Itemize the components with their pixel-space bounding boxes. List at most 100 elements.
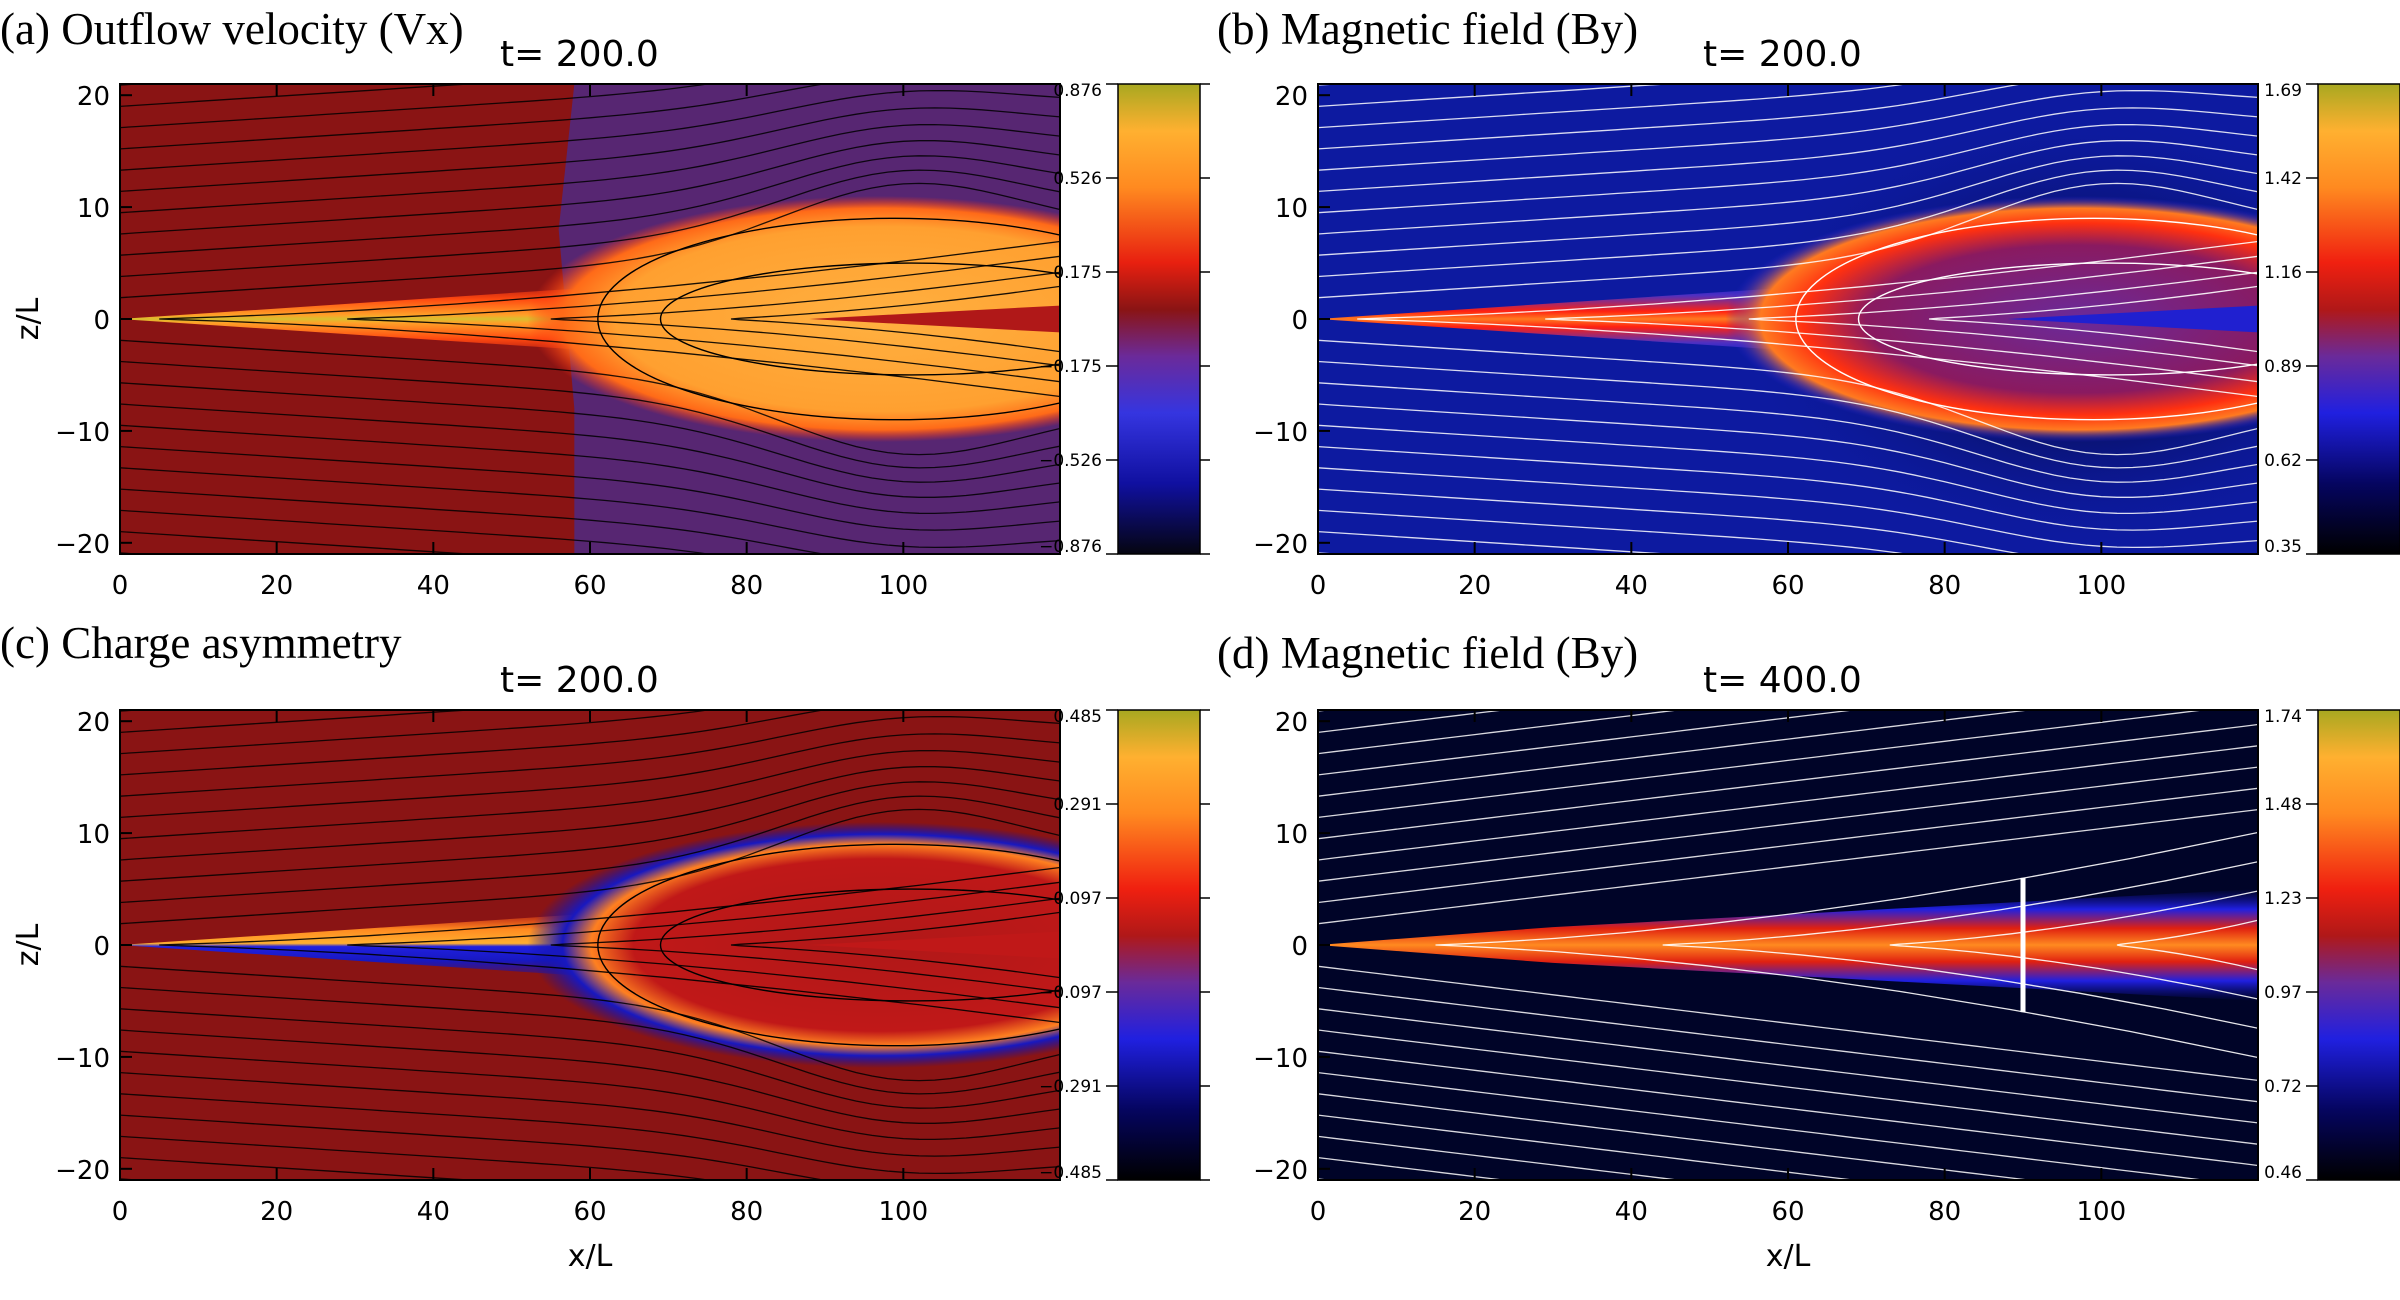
field-line [1318,84,2025,150]
field-line [1318,766,2258,882]
x-tick-label: 0 [1310,571,1327,601]
field-line [1318,530,1676,554]
colorbar-tick-label: 1.74 [2264,707,2302,727]
x-tick-label: 80 [1928,571,1961,601]
field-line [1318,1178,1333,1180]
reconnected-line [550,271,1060,367]
field-line [120,530,478,554]
colorbar-tick-label: 0.35 [2264,537,2302,557]
field-line [1318,1135,1683,1180]
field-line [1318,745,2258,861]
reconnected-line [2116,919,2258,971]
field-line [120,339,1060,456]
x-tick-label: 80 [730,1197,763,1227]
field-line [1318,182,2258,299]
field-line [120,509,712,554]
colorbar-tick-label: 1.48 [2264,795,2302,815]
field-line [120,749,1060,840]
field-line [120,360,1060,469]
field-line [1318,710,2034,797]
field-line [120,710,827,776]
field-line [1318,339,2258,456]
colorbar-tick-label: 1.16 [2264,263,2302,283]
x-axis-label: x/L [568,1239,613,1274]
field-line [120,1050,1060,1141]
x-tick-label: 0 [112,1197,129,1227]
y-tick-label: −10 [55,418,110,448]
panel-a: (a) Outflow velocity (Vx) t= 200.0 0 20 40 60… [0,4,1210,601]
field-line [1318,1029,2258,1145]
field-line [120,169,1060,278]
x-tick-label: 100 [2077,571,2127,601]
panel-title: (a) Outflow velocity (Vx) [0,4,464,54]
field-line [1318,84,1676,108]
colorbar-tick-label: 0.526 [1053,169,1102,189]
x-tick-label: 100 [879,1197,929,1227]
reconnected-line [1662,861,2258,1029]
colorbar-tick-label: −0.876 [1039,537,1102,557]
inner-spine [2007,305,2258,333]
colorbar-tick-label: 0.175 [1053,263,1102,283]
x-tick-label: 20 [260,571,293,601]
colorbar-tick-label: 0.291 [1053,795,1102,815]
field-line [1318,787,2258,904]
colorbar-tick-label: 1.23 [2264,889,2302,909]
field-line [120,781,1060,882]
colorbar-tick-label: 0.72 [2264,1077,2302,1097]
y-tick-label: 10 [77,820,110,850]
field-line [120,1008,1060,1109]
x-tick-label: 20 [1458,571,1491,601]
field-line [120,1156,478,1180]
field-line [120,733,1060,819]
x-tick-label: 40 [417,1197,450,1227]
reconnected-line [1889,890,2258,1000]
y-tick-label: −10 [55,1044,110,1074]
colorbar [1117,709,1201,1181]
field-line [120,424,1060,515]
y-tick-label: −10 [1253,1044,1308,1074]
field-line [120,382,1060,483]
y-tick-label: 0 [93,306,110,336]
field-line [1318,1071,2209,1180]
field-line [120,182,1060,299]
reconnected-line [1435,831,2258,1059]
y-axis-label: z/L [11,923,46,966]
field-line [1318,140,2258,235]
field-line [120,84,478,108]
panel-b: (b) Magnetic field (By) t= 200.0 0 20 40 60 80… [1217,4,2400,601]
field-line [1318,986,2258,1103]
field-line [120,795,1060,904]
x-tick-label: 100 [879,571,929,601]
panel-title: (d) Magnetic field (By) [1217,628,1638,678]
colorbar-tick-label: −0.291 [1039,1077,1102,1097]
plot-area [120,84,1060,554]
y-tick-label: 0 [1291,306,1308,336]
reconnected-line [1357,240,2258,398]
x-axis-label: x/L [1766,1239,1811,1274]
x-tick-label: 0 [1310,1197,1327,1227]
x-tick-label: 0 [112,571,129,601]
plasmoid-contour [597,843,1060,1047]
colorbar-tick-label: 0.876 [1053,81,1102,101]
field-line [1318,403,2258,498]
field-line [1318,84,1910,129]
colorbar-tick-label: 0.97 [2264,983,2302,1003]
field-line [120,445,1060,531]
time-label: t= 400.0 [1703,660,1862,701]
field-line [1318,808,2258,925]
colorbar-tick-label: −0.485 [1039,1163,1102,1183]
inner-spine [809,931,1060,959]
reconnected-line [550,897,1060,993]
x-tick-label: 80 [1928,1197,1961,1227]
reconnected-line [730,911,1060,979]
y-tick-label: 0 [93,932,110,962]
plasmoid-contour [659,262,1060,376]
plot-area [120,710,1060,1180]
reconnected-line [1748,271,2258,367]
x-tick-label: 20 [1458,1197,1491,1227]
colorbar [1117,83,1201,555]
time-label: t= 200.0 [1703,34,1862,75]
y-tick-label: 20 [1275,708,1308,738]
